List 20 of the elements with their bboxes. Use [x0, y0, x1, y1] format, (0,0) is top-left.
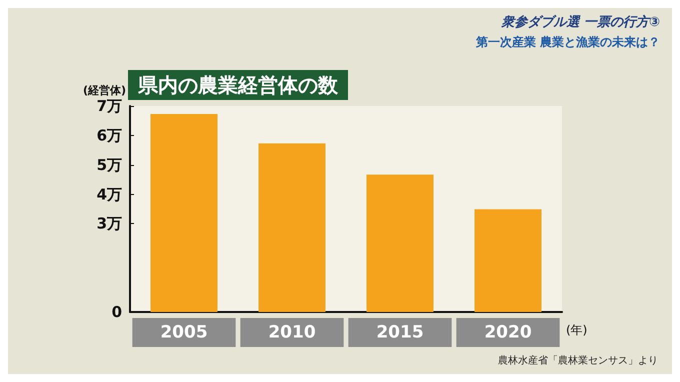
y-tick-label: 0: [112, 303, 122, 321]
text: 衆参ダブル選 一票の行方③: [500, 14, 660, 30]
y-tick-label: 5万: [96, 156, 122, 174]
bar: [474, 209, 542, 312]
bar: [258, 143, 326, 312]
bar: [150, 114, 218, 312]
x-tick-label: 2015: [376, 322, 424, 342]
y-tick-label: 4万: [96, 185, 122, 204]
chart-title: 県内の農業経営体の数: [137, 73, 339, 97]
bar: [366, 174, 434, 312]
y-tick-label: 6万: [96, 126, 122, 144]
x-axis-title: (年): [566, 323, 588, 337]
x-tick-label: 2005: [160, 322, 208, 342]
x-tick-label: 2010: [268, 322, 316, 342]
y-tick-label: 3万: [96, 214, 122, 233]
y-axis-title: (経営体): [82, 84, 126, 97]
text: 農林水産省「農林業センサス」より: [498, 354, 658, 366]
y-tick-label: 7万: [96, 97, 122, 115]
text: 第一次産業 農業と漁業の未来は？: [474, 35, 660, 49]
x-tick-label: 2020: [484, 322, 532, 342]
